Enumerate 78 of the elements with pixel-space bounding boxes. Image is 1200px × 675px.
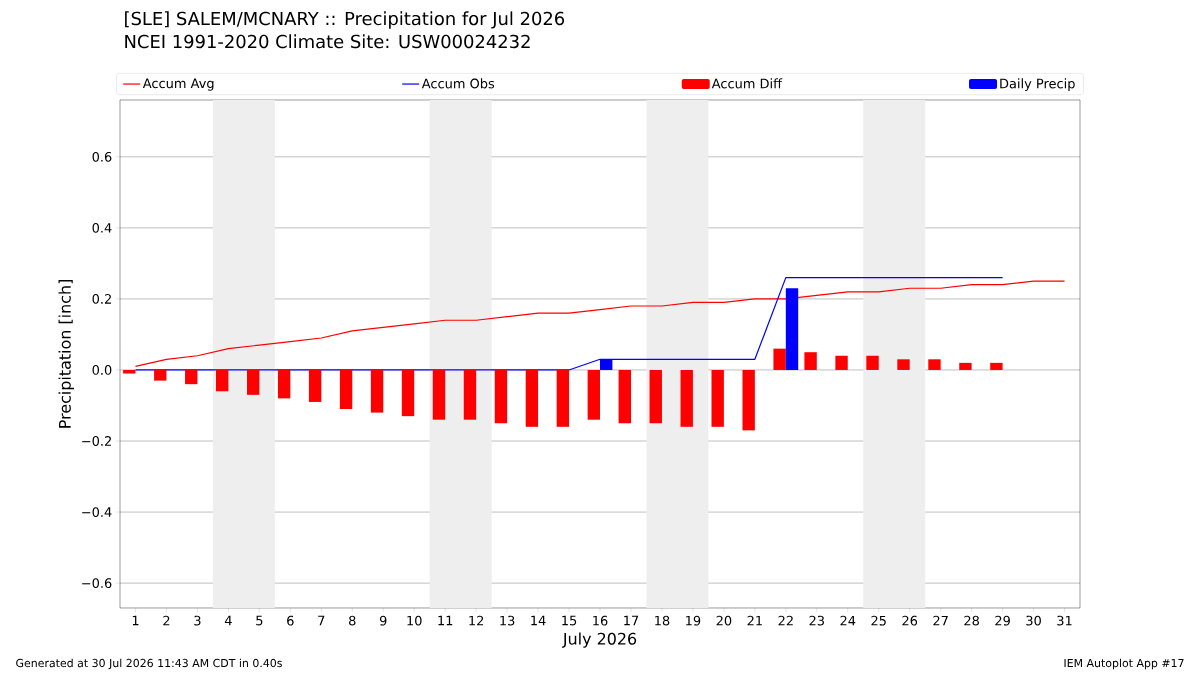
bar (773, 348, 786, 370)
x-tick-label: 16 (593, 615, 608, 626)
x-tick-label: 26 (902, 615, 918, 626)
x-tick-label: 19 (686, 615, 701, 626)
bar (246, 369, 260, 395)
bar (835, 355, 848, 370)
bar (185, 369, 198, 385)
bar (123, 369, 136, 374)
bar (432, 369, 446, 420)
x-tick-label: 11 (438, 615, 453, 626)
bar (618, 369, 631, 424)
x-tick-label: 12 (469, 615, 484, 626)
legend-label: Accum Obs (421, 78, 495, 89)
x-tick-label: 1 (132, 615, 139, 626)
chart-subtitle: NCEI 1991-2020 Climate Site: USW00024232 (125, 34, 530, 49)
y-axis-title: Precipitation [inch] (58, 280, 74, 428)
x-tick-label: 31 (1057, 615, 1072, 626)
x-tick-label: 10 (407, 615, 422, 626)
bar (959, 362, 972, 370)
bar (649, 369, 662, 424)
x-tick-label: 20 (716, 615, 732, 626)
x-axis-title: July 2026 (562, 632, 637, 648)
bar (216, 369, 229, 392)
y-tick-label: −0.4 (82, 507, 112, 517)
x-tick-label: 8 (349, 615, 356, 626)
y-tick-label: 0.6 (92, 151, 112, 162)
bar (277, 369, 291, 399)
x-tick-label: 2 (163, 615, 170, 626)
bar (680, 369, 693, 427)
y-tick-label: −0.6 (82, 578, 112, 589)
x-tick-label: 7 (318, 615, 325, 626)
x-tick-label: 15 (562, 615, 577, 626)
bar (897, 359, 910, 370)
x-tick-label: 24 (840, 615, 856, 626)
bar (401, 369, 415, 417)
text: Generated at 30 Jul 2026 11:43 AM CDT in 0.40s (16, 658, 282, 670)
bar (928, 359, 941, 370)
x-tick-label: 18 (655, 615, 670, 626)
text: IEM Autoplot App #17 (1064, 658, 1184, 670)
x-tick-label: 14 (531, 615, 546, 626)
x-tick-label: 30 (1026, 615, 1041, 626)
x-tick-label: 6 (287, 615, 294, 626)
y-tick-label: 0.4 (92, 222, 112, 233)
legend-label: Accum Avg (142, 78, 214, 91)
bar (711, 369, 724, 427)
bar (785, 288, 799, 370)
bar (494, 369, 508, 424)
bar (866, 355, 879, 370)
x-tick-label: 27 (933, 615, 948, 626)
x-tick-label: 22 (778, 615, 793, 626)
x-tick-label: 13 (500, 615, 515, 626)
bar (556, 369, 570, 427)
bar (308, 369, 322, 402)
x-tick-label: 17 (624, 615, 639, 626)
bar (804, 352, 817, 370)
bar (990, 362, 1003, 370)
y-tick-label: 0.0 (92, 365, 112, 375)
legend-label: Accum Diff (711, 78, 783, 89)
bar (154, 369, 167, 381)
y-tick-label: 0.2 (92, 294, 111, 304)
x-tick-label: 4 (224, 615, 232, 626)
bar (463, 369, 477, 420)
legend-label: Daily Precip (1000, 78, 1075, 91)
x-tick-label: 25 (871, 615, 886, 626)
bar (339, 369, 353, 410)
x-tick-label: 28 (964, 615, 979, 626)
bar (525, 369, 539, 427)
x-tick-label: 3 (194, 615, 201, 626)
x-tick-label: 9 (379, 615, 387, 626)
bar (370, 369, 384, 413)
bar (587, 369, 601, 420)
y-tick-label: −0.2 (82, 436, 111, 446)
x-tick-label: 5 (256, 615, 263, 626)
x-tick-label: 23 (809, 615, 824, 626)
chart-title: [SLE] SALEM/MCNARY :: Precipitation for Jul 2026 (125, 11, 565, 29)
x-tick-label: 21 (747, 615, 762, 626)
x-tick-label: 29 (995, 615, 1010, 626)
bar (742, 369, 755, 431)
